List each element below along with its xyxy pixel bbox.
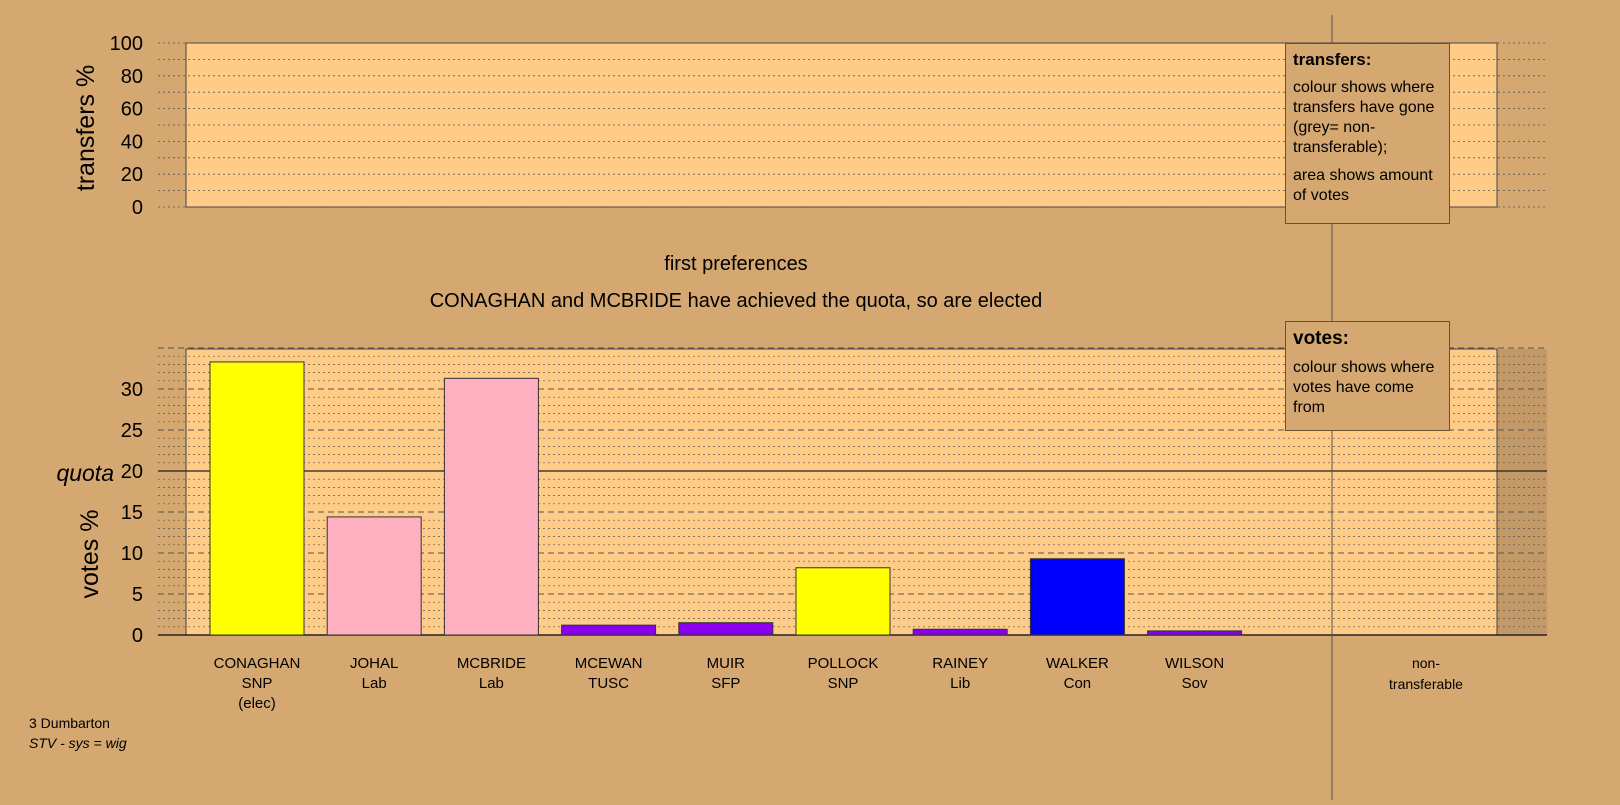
- candidate-status-label: (elec): [238, 695, 276, 712]
- candidate-name-label: JOHAL: [350, 655, 398, 672]
- bar-walker: [1029, 558, 1125, 636]
- votes-tick-label: 25: [121, 420, 143, 442]
- transfers-tick-label: 40: [121, 131, 143, 153]
- transfers-tick-label: 80: [121, 66, 143, 88]
- non-transferable-shade: [1497, 349, 1547, 635]
- quota-label: quota: [56, 460, 114, 486]
- votes-tick-label: 15: [121, 502, 143, 524]
- transfers-panel: 100 80 60 40 20 0 transfers %: [72, 33, 1547, 219]
- candidate-party-label: SFP: [711, 675, 740, 692]
- bar-rainey: [912, 628, 1008, 636]
- transfers-tick-label: 60: [121, 99, 143, 121]
- candidate-name-label: MCEWAN: [575, 655, 643, 672]
- non-transferable-label-line1: non-: [1412, 655, 1440, 671]
- candidate-name-label: WILSON: [1165, 655, 1224, 672]
- votes-y-axis-label: votes %: [76, 510, 104, 599]
- votes-legend: votes: colour shows where votes have com…: [1285, 321, 1450, 431]
- candidate-labels: CONAGHAN SNP (elec) JOHAL Lab MCBRIDE Lab MCEWA…: [214, 655, 1225, 712]
- bar-series: [209, 361, 1243, 636]
- votes-legend-title: votes:: [1293, 328, 1349, 349]
- votes-tick-labels: 0 5 10 15 20 25 30: [121, 379, 143, 647]
- bar-muir: [678, 622, 774, 636]
- transfers-legend: transfers: colour shows where transfers …: [1285, 43, 1450, 224]
- transfers-legend-title: transfers:: [1293, 50, 1372, 69]
- votes-tick-label: 10: [121, 543, 143, 565]
- bar-mcewan: [561, 624, 657, 636]
- candidate-name-label: MCBRIDE: [457, 655, 526, 672]
- transfers-legend-text-2: area shows amount of votes: [1293, 167, 1433, 204]
- candidate-party-label: Sov: [1182, 675, 1208, 692]
- candidate-party-label: Lib: [950, 675, 970, 692]
- candidate-party-label: Lab: [479, 675, 504, 692]
- bar-mcbride: [443, 377, 539, 636]
- votes-legend-text: colour shows where votes have come from: [1293, 359, 1435, 416]
- transfers-tick-label: 0: [132, 197, 143, 219]
- transfers-y-axis-label: transfers %: [72, 65, 100, 191]
- transfers-legend-text-1: colour shows where transfers have gone (…: [1293, 79, 1435, 156]
- candidate-name-label: WALKER: [1046, 655, 1109, 672]
- bar-pollock: [795, 567, 891, 636]
- votes-tick-label: 20: [121, 461, 143, 483]
- candidate-party-label: Lab: [362, 675, 387, 692]
- votes-tick-label: 5: [132, 584, 143, 606]
- transfers-gridlines: [158, 42, 1547, 208]
- candidate-name-label: CONAGHAN: [214, 655, 301, 672]
- candidate-name-label: MUIR: [707, 655, 745, 672]
- status-message: CONAGHAN and MCBRIDE have achieved the q…: [430, 290, 1043, 312]
- constituency-label: 3 Dumbarton: [29, 715, 110, 731]
- candidate-name-label: RAINEY: [932, 655, 988, 672]
- system-label: STV - sys = wig: [29, 735, 127, 751]
- candidate-party-label: SNP: [828, 675, 859, 692]
- votes-tick-label: 0: [132, 625, 143, 647]
- bar-conaghan: [209, 361, 305, 636]
- candidate-party-label: TUSC: [588, 675, 629, 692]
- votes-tick-label: 30: [121, 379, 143, 401]
- bar-johal: [326, 516, 422, 636]
- transfers-tick-label: 100: [110, 33, 143, 55]
- non-transferable-label: non- transferable: [1389, 655, 1463, 692]
- transfers-tick-label: 20: [121, 164, 143, 186]
- non-transferable-label-line2: transferable: [1389, 676, 1463, 692]
- transfers-tick-labels: 100 80 60 40 20 0: [110, 33, 143, 219]
- stage-label: first preferences: [664, 253, 807, 275]
- bar-wilson: [1147, 630, 1243, 636]
- candidate-name-label: POLLOCK: [808, 655, 879, 672]
- candidate-party-label: SNP: [242, 675, 273, 692]
- votes-panel: 0 5 10 15 20 25 30 votes % quota CONAGHAN SNP (e…: [56, 347, 1547, 712]
- candidate-party-label: Con: [1064, 675, 1092, 692]
